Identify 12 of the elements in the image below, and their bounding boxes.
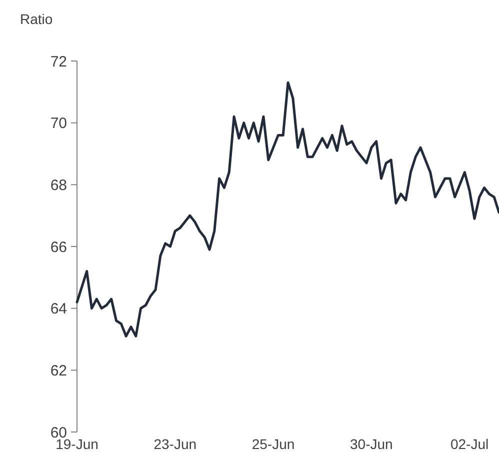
x-tick-label: 25-Jun (252, 436, 295, 452)
y-axis-title: Ratio (20, 11, 53, 27)
y-tick-label: 62 (50, 362, 67, 380)
y-tick-label: 64 (50, 300, 67, 318)
x-tick-label: 30-Jun (350, 436, 393, 452)
y-tick-label: 72 (50, 53, 67, 70)
line-series (76, 81, 499, 338)
y-tick-label: 66 (50, 238, 67, 256)
x-tick-label: 23-Jun (154, 436, 197, 452)
y-tick-label: 68 (50, 176, 67, 194)
y-tick-label: 70 (50, 115, 67, 132)
x-tick-label: 02-Jul (450, 436, 489, 452)
